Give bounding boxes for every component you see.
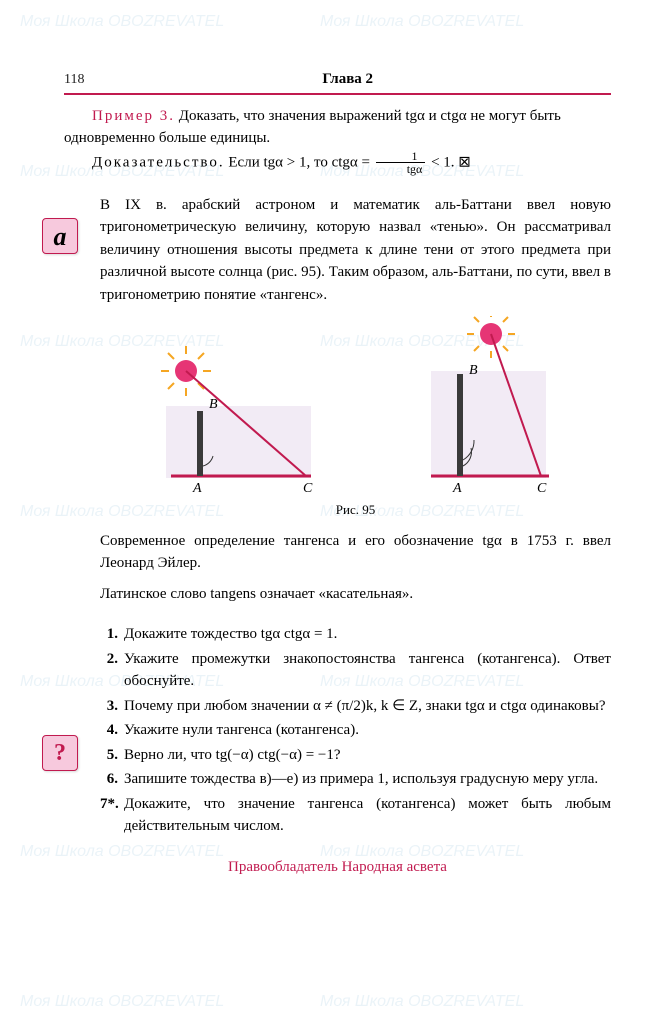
question-text: Почему при любом значении α ≠ (π/2)k, k …	[124, 695, 611, 718]
label-c: C	[303, 481, 313, 496]
fraction: 1tgα	[376, 150, 426, 176]
proof-line: Доказательство. Если tgα > 1, то ctgα = …	[64, 150, 611, 176]
question-text: Докажите, что значение тангенса (котанге…	[124, 793, 611, 838]
label-a: A	[452, 481, 462, 496]
questions-list: 1.Докажите тождество tgα ctgα = 1.2.Укаж…	[100, 623, 611, 838]
pole	[457, 374, 463, 476]
question-item: 3.Почему при любом значении α ≠ (π/2)k, …	[100, 695, 611, 718]
example-3: Пример 3. Доказать, что значения выражен…	[64, 105, 611, 150]
proof-post: < 1. ⊠	[427, 154, 471, 170]
question-text: Верно ли, что tg(−α) ctg(−α) = −1?	[124, 744, 611, 767]
question-number: 3.	[100, 695, 124, 718]
chapter-title: Глава 2	[84, 68, 611, 91]
question-number: 4.	[100, 719, 124, 742]
question-number: 2.	[100, 648, 124, 693]
question-text: Укажите нули тангенса (котангенса).	[124, 719, 611, 742]
history-para-1: В IX в. арабский астроном и математик ал…	[100, 194, 611, 307]
question-number: 1.	[100, 623, 124, 646]
proof-pre: Если tgα > 1, то ctgα =	[225, 154, 374, 170]
question-text: Запишите тождества в)—е) из примера 1, и…	[124, 768, 611, 791]
question-item: 1.Докажите тождество tgα ctgα = 1.	[100, 623, 611, 646]
diagram-left: B A C	[131, 316, 351, 496]
example-label: Пример 3.	[92, 108, 175, 124]
watermark-text: Моя Школа OBOZREVATEL	[320, 990, 524, 1014]
label-a: A	[192, 481, 202, 496]
question-mark-icon: ?	[54, 735, 66, 771]
question-item: 7*.Докажите, что значение тангенса (кота…	[100, 793, 611, 838]
history-para-3: Латинское слово tangens означает «касате…	[100, 583, 611, 606]
history-block: В IX в. арабский астроном и математик ал…	[100, 194, 611, 606]
copyright-footer: Правообладатель Народная асвета	[64, 856, 611, 879]
textbook-page: 118 Глава 2 Пример 3. Доказать, что знач…	[0, 0, 669, 908]
label-b: B	[469, 363, 478, 378]
question-item: 4.Укажите нули тангенса (котангенса).	[100, 719, 611, 742]
diagram-right: B A C	[381, 316, 581, 496]
proof-label: Доказательство.	[92, 154, 225, 170]
note-marker-q: ?	[42, 735, 78, 771]
question-item: 5.Верно ли, что tg(−α) ctg(−α) = −1?	[100, 744, 611, 767]
figure-95: B A C	[100, 316, 611, 496]
pole	[197, 411, 203, 476]
note-marker-a: a	[42, 218, 78, 254]
question-text: Докажите тождество tgα ctgα = 1.	[124, 623, 611, 646]
question-item: 6.Запишите тождества в)—е) из примера 1,…	[100, 768, 611, 791]
history-para-2: Современное определение тангенса и его о…	[100, 530, 611, 575]
page-number: 118	[64, 69, 84, 90]
question-number: 5.	[100, 744, 124, 767]
figure-caption: Рис. 95	[100, 500, 611, 520]
watermark-text: Моя Школа OBOZREVATEL	[20, 990, 224, 1014]
question-number: 6.	[100, 768, 124, 791]
label-c: C	[537, 481, 547, 496]
label-b: B	[209, 397, 218, 412]
page-header: 118 Глава 2	[64, 68, 611, 95]
question-text: Укажите промежутки знакопостоянства танг…	[124, 648, 611, 693]
question-number: 7*.	[100, 793, 124, 838]
letter-a-icon: a	[54, 217, 67, 256]
question-item: 2.Укажите промежутки знакопостоянства та…	[100, 648, 611, 693]
